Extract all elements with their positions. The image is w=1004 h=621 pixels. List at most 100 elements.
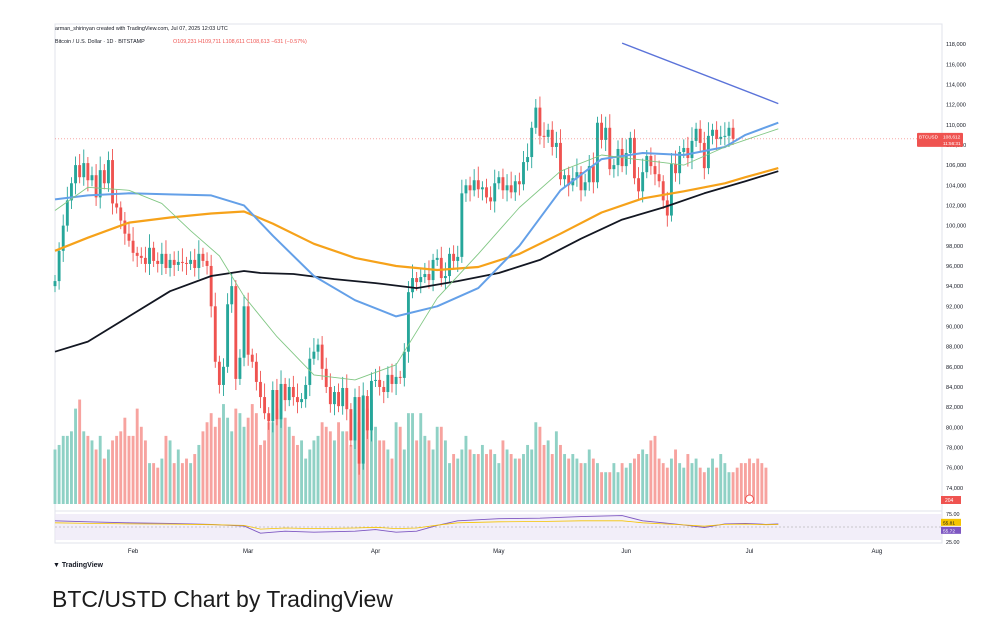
candle-body [176,261,180,265]
candle-body [94,175,98,198]
candle-body [542,135,546,137]
volume-bar [222,404,225,504]
x-tick-label: Jun [621,549,631,555]
volume-bar [230,431,234,504]
volume-bar [509,454,513,504]
volume-bar [143,440,147,504]
candle-body [476,180,480,190]
chart-area[interactable]: arman_shirinyan created with TradingView… [0,0,1004,580]
volume-bar [608,472,612,504]
candle-body [345,387,349,410]
rsi-tick-label: 75.00 [946,512,960,518]
volume-bar [571,454,575,504]
volume-bar [538,426,542,504]
volume-bar [439,426,443,504]
y-tick-label: 118,000 [946,42,966,48]
volume-bar [411,413,414,504]
candle-body [485,187,488,198]
candle-body [427,274,431,281]
candle-body [148,247,151,264]
candle-body [279,383,283,420]
volume-bar [369,399,373,504]
candle-body [287,386,291,401]
volume-bar [287,426,291,504]
volume-bar [554,431,558,504]
volume-bar [756,458,760,504]
candle-body [645,156,649,173]
price-tag-bg [917,132,963,147]
candlestick-chart-svg[interactable]: arman_shirinyan created with TradingView… [0,0,1004,580]
volume-bar [123,417,127,504]
volume-bar [53,449,57,504]
volume-bar [542,444,546,504]
volume-bar [131,435,135,504]
volume-bar [735,467,739,504]
candle-body [711,129,714,136]
volume-bar [715,467,719,504]
candle-body [596,122,599,183]
volume-bar [501,440,505,504]
volume-bar [374,426,377,504]
candle-body [308,358,312,385]
candle-body [106,160,110,184]
volume-bar [731,472,735,504]
volume-bar [353,413,357,504]
candle-body [411,278,414,293]
volume-bar [259,444,262,504]
volume-bar [448,463,451,504]
volume-bar [267,422,271,504]
candle-body [53,281,57,287]
volume-bar [337,422,340,504]
volume-bar [723,463,727,504]
candle-body [357,397,361,464]
volume-bar [296,444,299,504]
candle-body [131,240,135,253]
volume-bar [464,435,468,504]
candle-body [263,397,267,414]
volume-bar [406,413,410,504]
candle-body [657,174,661,182]
volume-bar [522,454,525,504]
y-tick-label: 82,000 [946,405,963,411]
candle-body [115,203,119,208]
candle-body [193,259,197,268]
y-tick-label: 74,000 [946,486,963,492]
candle-body [98,170,102,198]
volume-bar [600,472,604,504]
candle-body [665,200,669,216]
y-tick-label: 98,000 [946,244,963,250]
candle-body [522,162,525,185]
rsi-tick-label: 25.00 [946,540,960,546]
volume-bar [460,449,464,504]
candle-body [550,129,554,147]
volume-bar [694,458,698,504]
candle-body [275,390,279,420]
candle-body [472,180,476,191]
candle-body [349,409,353,441]
candle-body [365,396,369,431]
candle-body [559,142,562,180]
volume-bar [550,454,554,504]
y-tick-label: 116,000 [946,62,966,68]
candle-body [694,128,698,141]
volume-bar [205,422,209,504]
volume-bar [82,431,86,504]
candle-body [489,197,493,202]
candle-body [271,390,275,422]
volume-bar [620,463,624,504]
volume-bar [616,472,620,504]
volume-bar [480,444,484,504]
volume-bar [263,440,267,504]
volume-bar [583,463,587,504]
candle-body [497,177,501,184]
candle-body [439,257,443,279]
volume-bar [234,408,238,504]
volume-bar [485,454,488,504]
volume-bar [283,417,287,504]
volume-bar [98,435,102,504]
volume-bar [394,422,398,504]
volume-bar [226,417,230,504]
volume-bar [719,454,723,504]
candle-body [637,178,640,192]
volume-bar [456,458,460,504]
